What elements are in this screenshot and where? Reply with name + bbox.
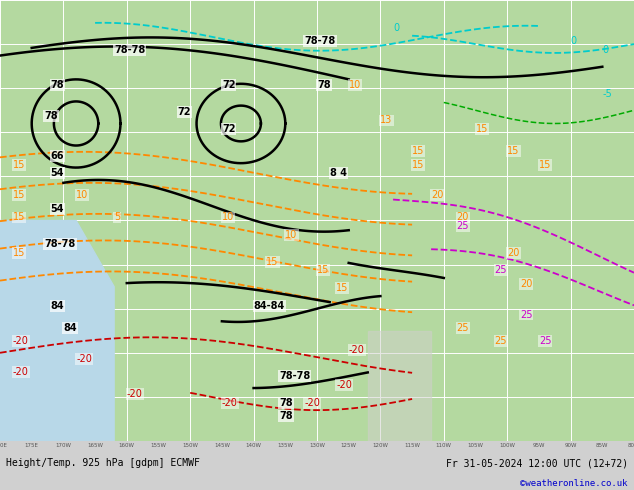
Text: 160W: 160W xyxy=(119,443,135,448)
Text: -5: -5 xyxy=(602,89,612,99)
Polygon shape xyxy=(0,220,114,441)
Text: 155W: 155W xyxy=(150,443,167,448)
Text: 15: 15 xyxy=(412,160,425,170)
Text: 15: 15 xyxy=(266,257,279,267)
Text: 115W: 115W xyxy=(404,443,420,448)
Text: 20: 20 xyxy=(431,191,444,200)
Text: 95W: 95W xyxy=(533,443,545,448)
Text: 10: 10 xyxy=(76,191,88,200)
Text: -20: -20 xyxy=(13,367,29,377)
Text: 78-78: 78-78 xyxy=(279,371,310,381)
Text: 0: 0 xyxy=(393,23,399,33)
Text: -20: -20 xyxy=(349,345,365,355)
Text: 78: 78 xyxy=(279,411,292,421)
Text: 150W: 150W xyxy=(182,443,198,448)
Text: 78: 78 xyxy=(317,80,330,90)
Text: 20: 20 xyxy=(520,279,533,289)
Text: 25: 25 xyxy=(520,310,533,319)
Text: 15: 15 xyxy=(13,160,25,170)
Text: 105W: 105W xyxy=(467,443,484,448)
Text: 15: 15 xyxy=(412,147,425,156)
Text: -20: -20 xyxy=(13,336,29,346)
Text: 84-84: 84-84 xyxy=(254,301,285,311)
Text: 180E: 180E xyxy=(0,443,7,448)
Text: 72: 72 xyxy=(178,107,191,117)
Text: 15: 15 xyxy=(13,248,25,258)
Text: 78-78: 78-78 xyxy=(114,45,145,55)
Text: 0: 0 xyxy=(571,36,577,46)
Text: 120W: 120W xyxy=(372,443,389,448)
Text: 80W: 80W xyxy=(628,443,634,448)
Text: 5: 5 xyxy=(114,213,120,222)
Text: 25: 25 xyxy=(456,323,469,333)
Text: 130W: 130W xyxy=(309,443,325,448)
Text: 15: 15 xyxy=(507,147,520,156)
Text: 8 4: 8 4 xyxy=(330,169,347,178)
Text: 78: 78 xyxy=(44,111,58,121)
Text: 84: 84 xyxy=(51,301,64,311)
Text: 78: 78 xyxy=(51,80,64,90)
Text: 165W: 165W xyxy=(87,443,103,448)
Text: 20: 20 xyxy=(456,213,469,222)
Text: 78-78: 78-78 xyxy=(44,239,75,249)
Text: 13: 13 xyxy=(380,116,392,125)
Text: 15: 15 xyxy=(336,283,349,293)
Text: 140W: 140W xyxy=(245,443,262,448)
Text: 15: 15 xyxy=(476,124,488,134)
Text: 54: 54 xyxy=(51,169,64,178)
Text: 25: 25 xyxy=(456,221,469,231)
Polygon shape xyxy=(368,331,431,441)
Text: 100W: 100W xyxy=(499,443,515,448)
Text: 84: 84 xyxy=(63,323,77,333)
Text: 85W: 85W xyxy=(596,443,609,448)
Text: ©weatheronline.co.uk: ©weatheronline.co.uk xyxy=(520,479,628,488)
Text: 78-78: 78-78 xyxy=(304,36,335,46)
Text: 90W: 90W xyxy=(564,443,577,448)
Text: 10: 10 xyxy=(285,230,297,240)
Text: 15: 15 xyxy=(13,213,25,222)
Text: 72: 72 xyxy=(222,80,235,90)
Text: 125W: 125W xyxy=(340,443,357,448)
Text: 110W: 110W xyxy=(436,443,452,448)
Text: 15: 15 xyxy=(539,160,552,170)
Text: Fr 31-05-2024 12:00 UTC (12+72): Fr 31-05-2024 12:00 UTC (12+72) xyxy=(446,458,628,468)
Text: 175E: 175E xyxy=(25,443,39,448)
Text: 78: 78 xyxy=(279,398,292,408)
Text: 54: 54 xyxy=(51,204,64,214)
Text: 135W: 135W xyxy=(277,443,294,448)
Text: 0: 0 xyxy=(602,45,609,55)
Text: -20: -20 xyxy=(127,389,143,399)
Text: 10: 10 xyxy=(222,213,234,222)
Text: -20: -20 xyxy=(76,354,92,364)
Text: -20: -20 xyxy=(304,398,320,408)
Text: 66: 66 xyxy=(51,151,64,161)
Text: 10: 10 xyxy=(349,80,361,90)
Text: 25: 25 xyxy=(539,336,552,346)
Text: 170W: 170W xyxy=(55,443,72,448)
Text: 15: 15 xyxy=(13,191,25,200)
Text: -20: -20 xyxy=(222,398,238,408)
Text: 145W: 145W xyxy=(214,443,230,448)
Text: Height/Temp. 925 hPa [gdpm] ECMWF: Height/Temp. 925 hPa [gdpm] ECMWF xyxy=(6,458,200,468)
Text: 25: 25 xyxy=(495,336,507,346)
Text: 25: 25 xyxy=(495,266,507,275)
Text: 72: 72 xyxy=(222,124,235,134)
Text: -20: -20 xyxy=(336,380,352,390)
Text: 20: 20 xyxy=(507,248,520,258)
Text: 15: 15 xyxy=(317,266,330,275)
